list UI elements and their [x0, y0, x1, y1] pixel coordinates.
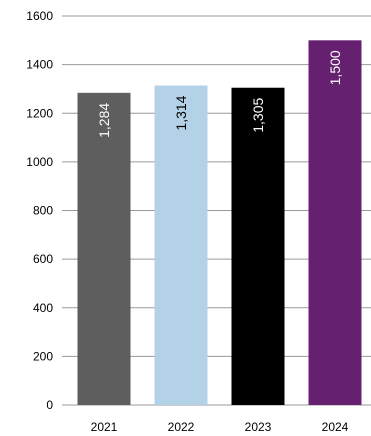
data-label-2024: 1,500 — [327, 50, 343, 85]
bar-2023 — [231, 87, 285, 406]
x-tick-label-2021: 2021 — [91, 420, 118, 434]
y-tick-label-400: 400 — [33, 301, 53, 315]
bar-2022 — [154, 85, 208, 405]
data-label-2021: 1,284 — [96, 103, 112, 138]
bar-2021 — [77, 92, 131, 405]
y-tick-label-1000: 1000 — [26, 155, 53, 169]
data-label-2022: 1,314 — [173, 95, 189, 130]
data-label-2023: 1,305 — [250, 98, 266, 133]
x-axis-tick-labels: 2021 2022 2023 2024 — [91, 420, 349, 434]
y-tick-label-1600: 1600 — [26, 9, 53, 23]
y-tick-label-800: 800 — [33, 204, 53, 218]
y-tick-label-0: 0 — [46, 398, 53, 412]
bar-2024 — [308, 40, 362, 405]
y-tick-label-1400: 1400 — [26, 58, 53, 72]
y-tick-label-200: 200 — [33, 349, 53, 363]
y-axis-tick-labels: 0 200 400 600 800 1000 1200 1400 1600 — [26, 9, 53, 412]
x-tick-label-2022: 2022 — [168, 420, 195, 434]
bars — [77, 40, 362, 406]
y-tick-label-1200: 1200 — [26, 106, 53, 120]
bar-data-labels: 1,284 1,314 1,305 1,500 — [96, 50, 343, 138]
y-tick-label-600: 600 — [33, 252, 53, 266]
x-tick-label-2023: 2023 — [245, 420, 272, 434]
x-tick-label-2024: 2024 — [322, 420, 349, 434]
